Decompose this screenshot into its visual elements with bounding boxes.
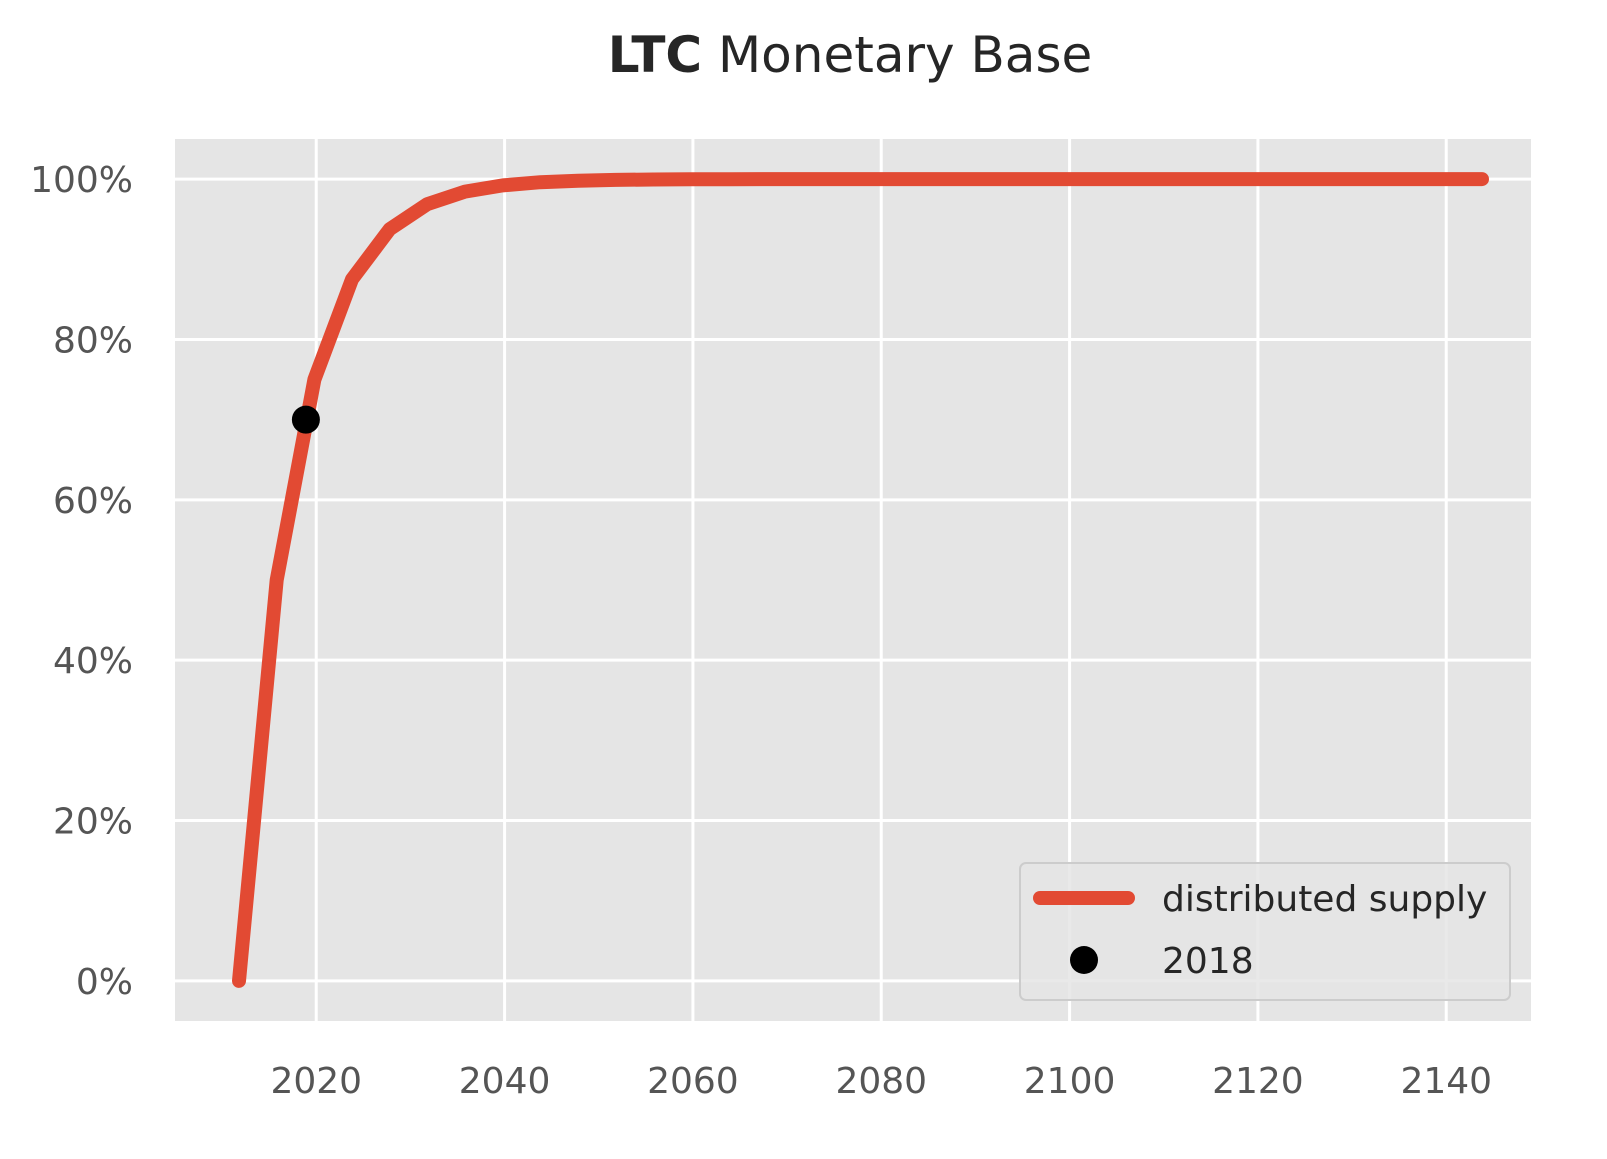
x-tick-label: 2100 <box>1024 1061 1116 1102</box>
tick-labels: 2020 2040 2060 2080 2100 2120 2140 0% 20% 40% 60% 8… <box>30 160 1492 1102</box>
legend: distributed supply 2018 <box>1019 862 1511 1001</box>
x-tick-label: 2080 <box>835 1061 927 1102</box>
y-tick-label: 100% <box>30 160 133 201</box>
legend-point-swatch <box>1070 946 1098 974</box>
chart-title: LTC Monetary Base <box>608 26 1093 84</box>
chart-title-rest: Monetary Base <box>718 26 1092 84</box>
legend-label: distributed supply <box>1162 879 1487 920</box>
x-tick-label: 2140 <box>1400 1061 1492 1102</box>
y-tick-label: 20% <box>53 802 133 843</box>
legend-box <box>1019 862 1511 1001</box>
data-point-2018 <box>291 405 320 434</box>
y-tick-label: 80% <box>53 320 133 361</box>
grid-lines <box>175 139 1531 1021</box>
y-tick-label: 60% <box>53 481 133 522</box>
y-tick-label: 40% <box>53 641 133 682</box>
series-layer <box>232 172 1489 988</box>
x-tick-label: 2060 <box>647 1061 739 1102</box>
legend-label: 2018 <box>1162 941 1254 982</box>
chart-title-bold: LTC <box>608 26 702 84</box>
x-tick-label: 2040 <box>459 1061 551 1102</box>
x-tick-label: 2020 <box>270 1061 362 1102</box>
y-tick-label: 0% <box>76 962 133 1003</box>
series-line-distributed-supply <box>232 172 1489 988</box>
x-tick-label: 2120 <box>1212 1061 1304 1102</box>
